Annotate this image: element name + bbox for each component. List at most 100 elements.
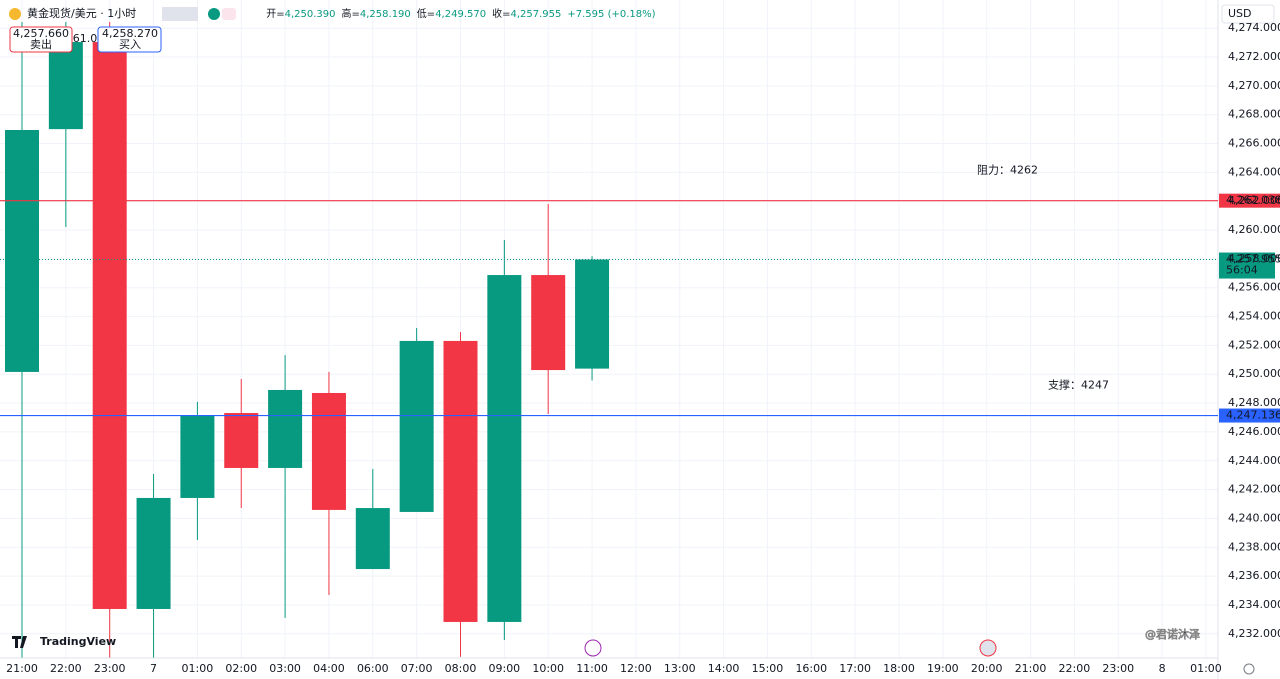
y-tick-label: 4,238.000 — [1228, 540, 1280, 553]
x-tick-label: 08:00 — [445, 662, 477, 675]
ohlc-label: 开= — [266, 9, 284, 20]
header: 黄金现货/美元 · 1小时 开=4,250.390 高=4,258.190 低=4,2… — [27, 6, 656, 20]
level-annotation: 阻力：4262 — [977, 164, 1038, 177]
buy-label: 买入 — [119, 38, 141, 51]
event-icon[interactable] — [979, 639, 997, 657]
y-tick-label: 4,256.000 — [1228, 281, 1280, 294]
candle-body — [399, 340, 434, 512]
y-tick-label: 4,250.000 — [1228, 367, 1280, 380]
x-tick-label: 10:00 — [532, 662, 564, 675]
ohlc-value: 4,258.190 — [360, 9, 411, 20]
last-price-tag — [1219, 252, 1275, 279]
event-icon[interactable] — [584, 639, 602, 657]
sell-button[interactable] — [9, 26, 73, 53]
ohlc-label: 高= — [342, 7, 360, 20]
level-annotation: 支撑：4247 — [1048, 378, 1109, 392]
watermark: @君诺沐泽 — [1145, 628, 1200, 641]
level-tag — [1219, 193, 1280, 208]
y-tick-label: 4,268.000 — [1228, 108, 1280, 121]
candle-body — [224, 413, 259, 468]
x-tick-label: 22:00 — [50, 662, 82, 675]
x-tick-label: 09:00 — [488, 662, 520, 675]
y-tick-label: 4,266.000 — [1228, 137, 1280, 150]
x-tick-label: 17:00 — [839, 662, 871, 675]
y-tick-label: 4,270.000 — [1228, 79, 1280, 92]
ohlc-value: 4,257.955 — [510, 9, 561, 20]
candle-body — [48, 42, 83, 130]
x-tick-label: 15:00 — [752, 662, 784, 675]
sell-label: 卖出 — [30, 37, 52, 51]
y-tick-label: 4,260.000 — [1228, 223, 1280, 236]
candle-body — [92, 42, 127, 609]
candle-body — [5, 129, 39, 372]
overlay: 4,262.038 阻力：4262 4,247.136 支撑：4247 4,257.95… — [0, 164, 1280, 423]
candle-body — [355, 508, 390, 570]
plot-area — [5, 22, 610, 658]
ohlc-label: 收= — [492, 7, 510, 20]
y-tick-label: 4,274.000 — [1228, 21, 1280, 34]
x-tick-label: 06:00 — [357, 662, 389, 675]
candle-body — [136, 497, 171, 609]
symbol: 黄金现货/美元 · 1小时 — [27, 6, 136, 20]
x-tick-label: 11:00 — [576, 662, 608, 675]
x-tick-label: 12:00 — [620, 662, 652, 675]
x-tick-label: 20:00 — [971, 662, 1003, 675]
brand: TradingView — [40, 635, 116, 648]
y-tick-label: 4,264.000 — [1228, 165, 1280, 178]
ohlc-label: 低= — [417, 7, 435, 20]
x-tick-label: 23:00 — [1102, 662, 1134, 675]
currency-button[interactable] — [1221, 4, 1275, 24]
y-tick-label: 4,246.000 — [1228, 425, 1280, 438]
x-tick-label: 14:00 — [708, 662, 740, 675]
currency: USD — [1228, 7, 1252, 20]
candle-body — [531, 275, 566, 371]
candle-body — [443, 340, 478, 622]
ohlc-value: 4,249.570 — [435, 9, 486, 20]
y-tick-label: 4,272.000 — [1228, 50, 1280, 63]
buy-price: 4,258.270 — [102, 27, 158, 40]
y-tick-label: 4,252.000 — [1228, 338, 1280, 351]
y-tick-label: 4,258.000 — [1228, 252, 1280, 265]
y-tick-label: 4,262.000 — [1228, 194, 1280, 207]
ohlc-value: 4,250.390 — [285, 9, 336, 20]
x-tick-label: 7 — [150, 662, 157, 675]
y-tick-label: 4,244.000 — [1228, 454, 1280, 467]
sell-price: 4,257.660 — [13, 27, 69, 40]
candle-body — [311, 392, 346, 510]
x-tick-label: 04:00 — [313, 662, 345, 675]
x-tick-label: 18:00 — [883, 662, 915, 675]
y-tick-label: 4,236.000 — [1228, 569, 1280, 582]
x-tick-label: 01:00 — [1190, 662, 1222, 675]
y-tick-label: 4,232.000 — [1228, 627, 1280, 640]
y-tick-label: 4,242.000 — [1228, 483, 1280, 496]
x-tick-label: 13:00 — [664, 662, 696, 675]
x-tick-label: 01:00 — [182, 662, 214, 675]
candle-body — [575, 259, 610, 369]
candle-body — [268, 389, 303, 468]
y-tick-label: 4,240.000 — [1228, 511, 1280, 524]
level-label: 4,247.136 — [1226, 409, 1280, 422]
status-dot — [208, 8, 220, 20]
settings-icon[interactable] — [1243, 663, 1255, 675]
symbol-icon — [9, 8, 21, 20]
blurred — [162, 7, 198, 21]
last-price-label: 4,257.955 — [1226, 253, 1280, 266]
x-tick-label: 8 — [1159, 662, 1166, 675]
level-label: 4,262.038 — [1226, 194, 1280, 207]
y-tick-label: 4,254.000 — [1228, 310, 1280, 323]
buy-button[interactable] — [97, 26, 162, 53]
countdown: 56:04 — [1226, 264, 1258, 277]
y-tick-label: 4,248.000 — [1228, 396, 1280, 409]
candle-body — [487, 275, 522, 622]
x-tick-label: 07:00 — [401, 662, 433, 675]
x-tick-label: 22:00 — [1059, 662, 1091, 675]
spread: 61.0 — [73, 32, 98, 45]
x-tick-label: 03:00 — [269, 662, 301, 675]
brand-logo — [12, 636, 27, 648]
x-tick-label: 02:00 — [225, 662, 257, 675]
x-tick-label: 16:00 — [795, 662, 827, 675]
x-tick-label: 21:00 — [1015, 662, 1047, 675]
y-tick-label: 4,234.000 — [1228, 598, 1280, 611]
change: +7.595 (+0.18%) — [567, 9, 655, 20]
